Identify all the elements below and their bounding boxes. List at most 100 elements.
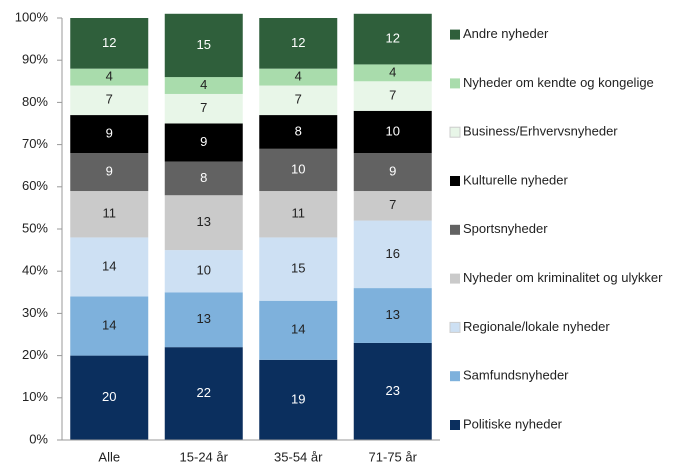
legend-swatch	[450, 29, 460, 40]
bar-segment	[70, 237, 149, 297]
y-tick-label: 30%	[22, 305, 48, 320]
data-label: 10	[386, 123, 400, 138]
data-label: 19	[291, 391, 305, 406]
data-label: 16	[386, 246, 400, 261]
bar-segment	[353, 110, 432, 154]
bar-segment	[164, 347, 243, 440]
legend-swatch	[449, 126, 461, 138]
data-label: 9	[106, 125, 113, 140]
legend-swatch	[450, 78, 460, 89]
data-label: 11	[103, 206, 117, 221]
data-label: 9	[106, 163, 113, 178]
legend-swatch	[450, 420, 460, 430]
data-label: 8	[295, 123, 302, 138]
y-tick-label: 0%	[29, 431, 48, 446]
bar-segment	[259, 115, 338, 149]
legend-swatch	[449, 321, 461, 333]
bar-segment	[259, 300, 338, 360]
legend-swatch	[450, 176, 460, 186]
bar-segment	[164, 292, 243, 348]
bar-segment	[259, 148, 338, 192]
bar-segment	[70, 153, 149, 192]
legend-label: Samfundsnyheder	[463, 368, 569, 383]
bar-segment	[164, 250, 243, 293]
data-label: 4	[389, 64, 396, 79]
data-label: 7	[389, 88, 396, 103]
legend-label: Business/Erhvervsnyheder	[463, 124, 618, 139]
data-label: 22	[197, 385, 211, 400]
data-label: 7	[106, 92, 113, 107]
legend-label: Sportsnyheder	[463, 221, 548, 236]
data-label: 14	[102, 317, 116, 332]
bar-segment	[164, 93, 243, 124]
data-label: 10	[197, 263, 211, 278]
data-label: 7	[389, 197, 396, 212]
bar-segment	[353, 288, 432, 343]
data-label: 14	[291, 322, 305, 337]
legend-label: Nyheder om kriminalitet og ulykker	[463, 270, 663, 285]
data-label: 9	[389, 163, 396, 178]
data-label: 7	[295, 92, 302, 107]
bar-segment	[353, 191, 432, 221]
legend-swatch	[450, 273, 460, 284]
bar-segment	[164, 161, 243, 196]
data-label: 9	[200, 134, 207, 149]
bar-segment	[164, 13, 243, 78]
bar-segment	[259, 359, 338, 440]
y-tick-label: 40%	[22, 263, 48, 278]
legend-label: Nyheder om kendte og kongelige	[463, 75, 654, 90]
bar-segment	[353, 13, 432, 65]
y-tick-label: 80%	[22, 94, 48, 109]
bar-segment	[353, 81, 432, 111]
y-tick-label: 10%	[22, 389, 48, 404]
y-tick-label: 70%	[22, 136, 48, 151]
data-label: 4	[106, 69, 113, 84]
data-label: 4	[200, 77, 207, 92]
bar-segment	[70, 85, 149, 116]
legend-label: Politiske nyheder	[463, 416, 563, 431]
y-tick-label: 20%	[22, 347, 48, 362]
bar-segment	[353, 220, 432, 289]
bar-segment	[353, 342, 432, 440]
bar-segment	[164, 123, 243, 162]
data-label: 8	[200, 170, 207, 185]
bar-segment	[259, 18, 338, 69]
legend-label: Kulturelle nyheder	[463, 172, 568, 187]
y-tick-label: 60%	[22, 178, 48, 193]
data-label: 15	[197, 37, 211, 52]
bar-segment	[259, 191, 338, 238]
y-tick-label: 50%	[22, 220, 48, 235]
bar-segment	[164, 77, 243, 94]
data-label: 23	[386, 383, 400, 398]
bar-segment	[70, 355, 149, 440]
x-tick-label: Alle	[98, 449, 120, 464]
bar-segment	[70, 68, 149, 86]
bar-segment	[70, 191, 149, 238]
data-label: 12	[102, 35, 116, 50]
y-tick-label: 100%	[15, 9, 49, 24]
bar-segment	[259, 85, 338, 116]
bar-segment	[70, 296, 149, 356]
legend-label: Regionale/lokale nyheder	[463, 319, 610, 334]
data-label: 12	[386, 31, 400, 46]
data-label: 14	[102, 258, 116, 273]
data-label: 10	[291, 161, 305, 176]
data-label: 15	[291, 261, 305, 276]
data-label: 13	[197, 311, 211, 326]
bar-segment	[259, 237, 338, 301]
y-tick-label: 90%	[22, 52, 48, 67]
x-tick-label: 15-24 år	[180, 449, 229, 464]
data-label: 13	[386, 307, 400, 322]
x-tick-label: 35-54 år	[274, 449, 323, 464]
data-label: 12	[291, 35, 305, 50]
data-label: 7	[200, 100, 207, 115]
data-label: 20	[102, 389, 116, 404]
data-label: 11	[292, 206, 306, 221]
legend-label: Andre nyheder	[463, 26, 549, 41]
x-tick-label: 71-75 år	[369, 449, 418, 464]
bar-segment	[164, 195, 243, 251]
data-label: 4	[295, 69, 302, 84]
bar-segment	[353, 153, 432, 192]
legend-swatch	[450, 224, 460, 235]
